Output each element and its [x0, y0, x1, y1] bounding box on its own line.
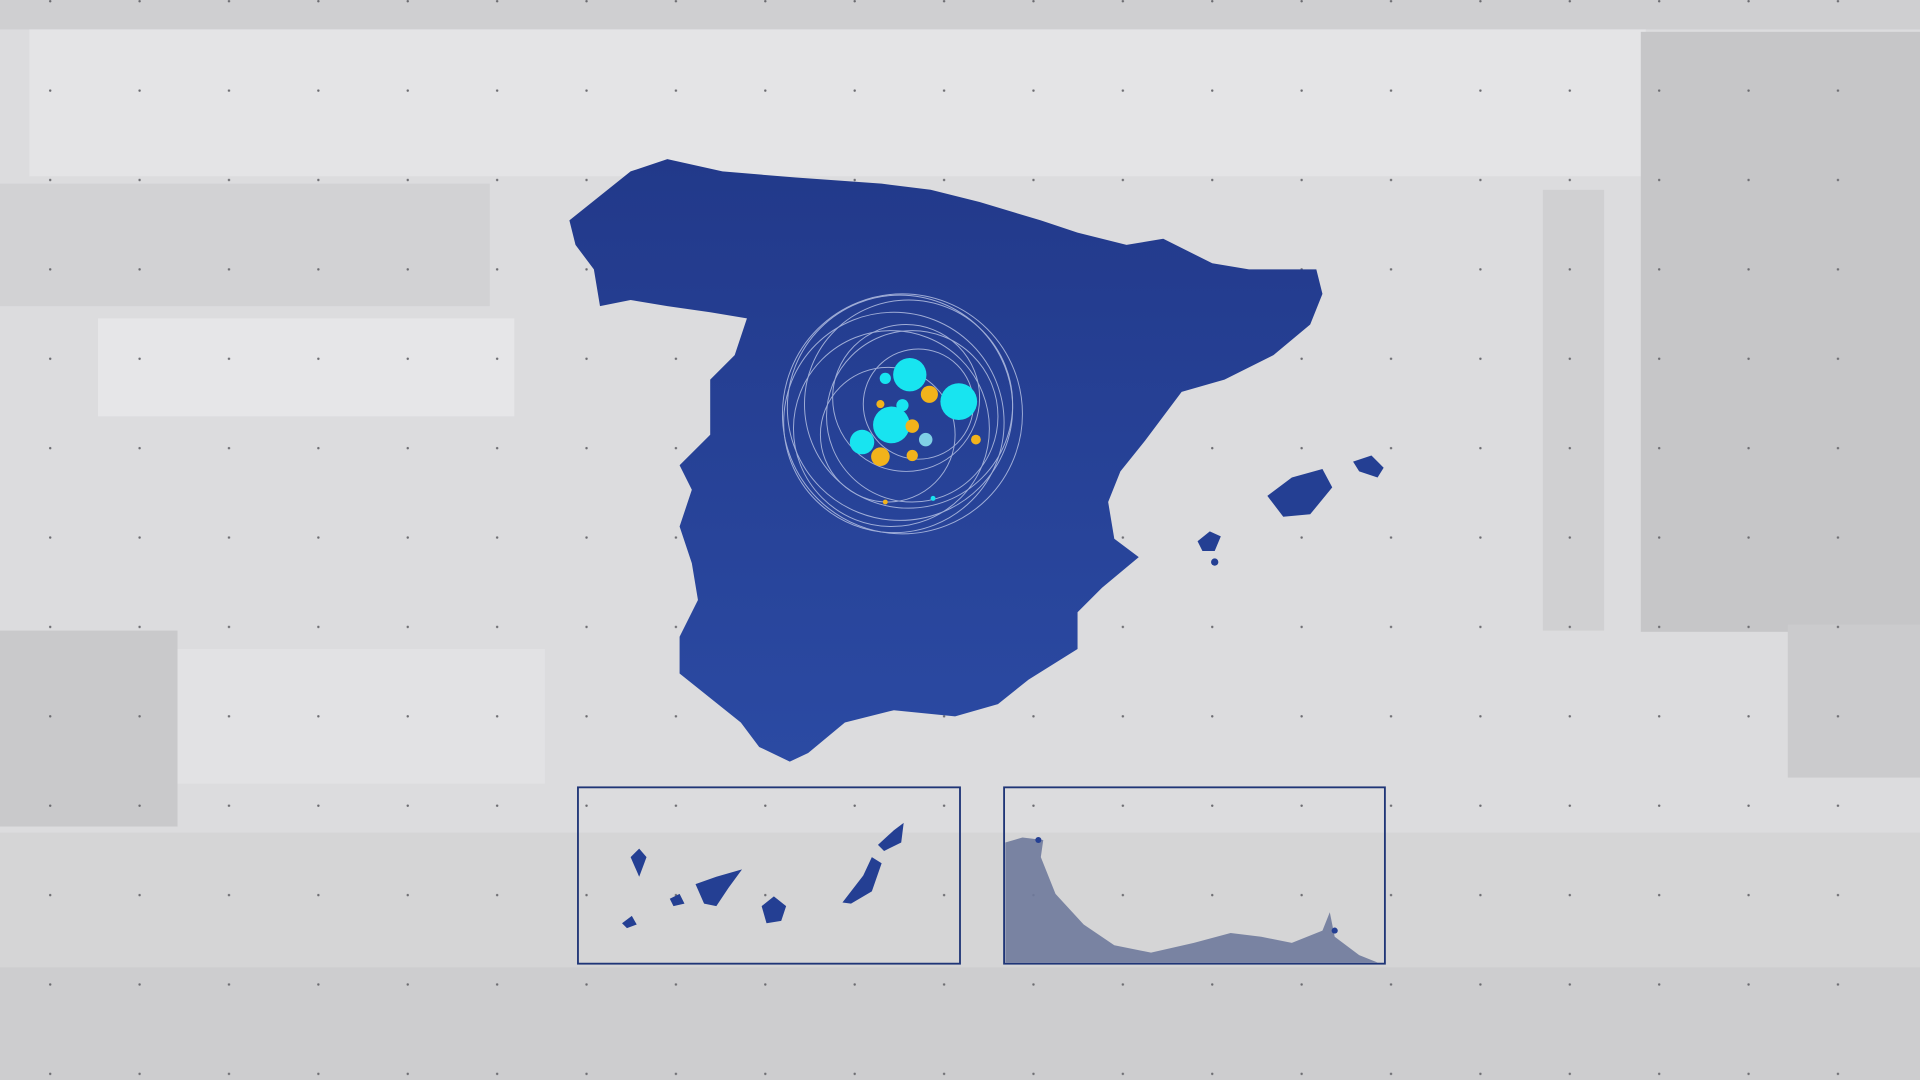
marker-orange[interactable]	[882, 499, 888, 505]
menorca[interactable]	[1353, 455, 1384, 478]
marker-cyan[interactable]	[896, 399, 909, 412]
inset-ceuta-melilla	[1003, 786, 1386, 965]
melilla-marker[interactable]	[1331, 927, 1338, 934]
el-hierro[interactable]	[622, 915, 637, 929]
tenerife[interactable]	[695, 869, 743, 907]
formentera	[1211, 558, 1219, 566]
marker-cyan[interactable]	[873, 406, 910, 444]
la-gomera[interactable]	[669, 893, 685, 907]
marker-cyan[interactable]	[940, 383, 978, 420]
inset-frame-canary	[577, 786, 961, 965]
marker-cyan[interactable]	[893, 358, 927, 392]
mallorca[interactable]	[1267, 468, 1333, 517]
marker-lightblue[interactable]	[918, 432, 933, 447]
orbit-ring	[783, 311, 1005, 534]
ceuta-marker[interactable]	[1035, 836, 1042, 844]
orbit-ring	[804, 299, 1014, 509]
orbit-ring	[781, 293, 1023, 535]
fuerteventura[interactable]	[842, 857, 882, 904]
marker-cyan[interactable]	[849, 429, 875, 455]
gran-canaria[interactable]	[761, 896, 787, 924]
marker-orange[interactable]	[876, 400, 885, 409]
inset-frame-north-africa	[1003, 786, 1386, 965]
orbit-ring	[826, 330, 999, 503]
marker-orange[interactable]	[971, 434, 981, 445]
data-markers	[849, 358, 981, 505]
marker-orange[interactable]	[920, 385, 938, 403]
marker-orange[interactable]	[871, 447, 890, 467]
lanzarote[interactable]	[877, 822, 904, 852]
marker-orange[interactable]	[906, 449, 918, 462]
orbit-rings	[781, 293, 1023, 535]
marker-cyan[interactable]	[930, 495, 936, 501]
la-palma[interactable]	[630, 848, 647, 877]
ibiza[interactable]	[1197, 531, 1221, 552]
marker-cyan[interactable]	[879, 372, 891, 384]
marker-orange[interactable]	[905, 419, 919, 433]
mainland-spain[interactable]	[569, 159, 1323, 762]
orbit-ring	[832, 324, 981, 472]
orbit-ring	[792, 330, 990, 528]
inset-canary-islands	[577, 786, 961, 965]
spain-map	[569, 159, 1384, 762]
north-africa-coast[interactable]	[1005, 837, 1378, 963]
